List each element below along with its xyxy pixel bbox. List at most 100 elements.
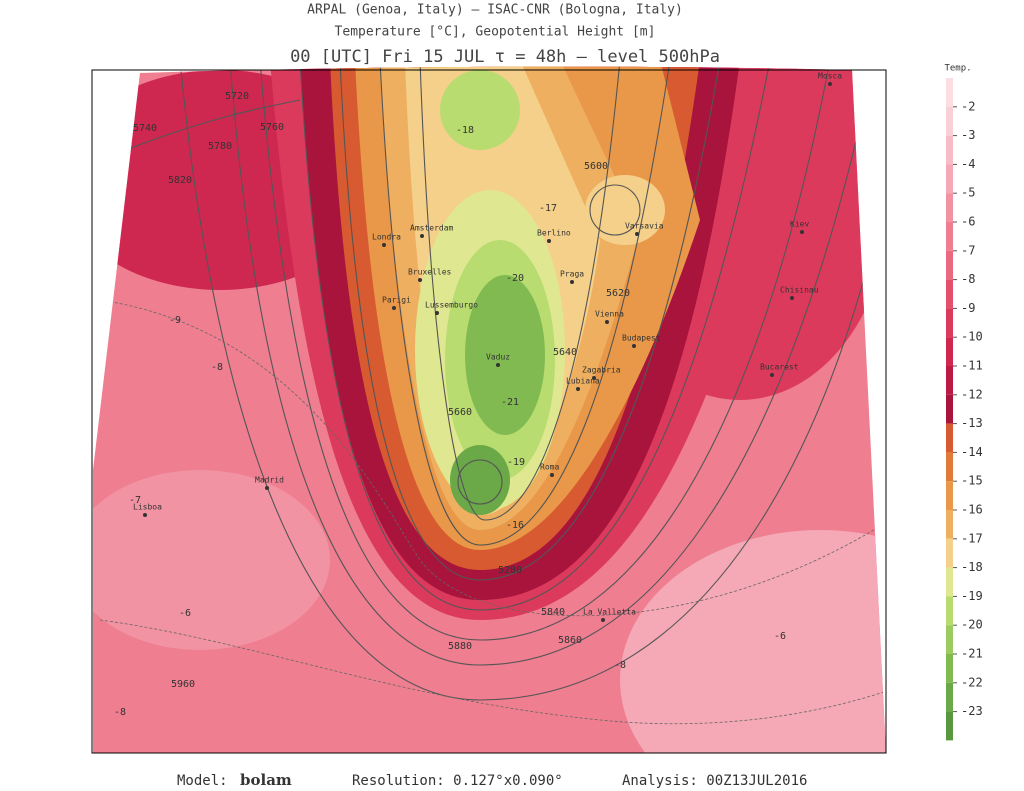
contour-label: 5840 <box>541 607 565 618</box>
legend-label: -14 <box>961 445 983 459</box>
city-label: Praga <box>560 270 584 279</box>
legend-swatch <box>946 711 953 741</box>
contour-label: 5600 <box>584 161 608 172</box>
contour-labels: 5720 5740 5760 5780 5820 5600 5620 5640 5660 5280… <box>114 91 786 718</box>
legend-label: -20 <box>961 618 983 632</box>
legend-label: -15 <box>961 474 983 488</box>
temperature-label: -20 <box>506 273 524 284</box>
city-dot <box>800 230 804 234</box>
legend-swatch <box>946 423 953 453</box>
legend-label: -21 <box>961 647 983 661</box>
legend-swatch <box>946 682 953 712</box>
city-dot <box>418 278 422 282</box>
legend-label: -18 <box>961 560 983 574</box>
contour-label: 5660 <box>448 407 472 418</box>
legend-label: -23 <box>961 704 983 718</box>
city-label: Varsavia <box>625 222 664 231</box>
city-dot <box>420 234 424 238</box>
contour-label: 5720 <box>225 91 249 102</box>
temperature-label: -9 <box>169 315 181 326</box>
footer-resolution: Resolution: 0.127°x0.090° <box>352 773 563 789</box>
legend-swatch <box>946 366 953 395</box>
city-label: Bucarest <box>760 363 799 372</box>
contour-label: 5740 <box>133 123 157 134</box>
contour-label: 5620 <box>606 288 630 299</box>
city-dot <box>635 232 639 236</box>
header-line2: Temperature [°C], Geopotential Height [m… <box>335 25 656 40</box>
legend-label: -17 <box>961 531 983 545</box>
footer-model: bolam <box>240 771 292 789</box>
temperature-label: -7 <box>129 495 141 506</box>
legend-swatch <box>946 135 953 165</box>
legend-swatch <box>946 625 953 654</box>
city-dot <box>770 373 774 377</box>
contour-label: 5960 <box>171 679 195 690</box>
legend-label: -11 <box>961 359 983 373</box>
city-dot <box>382 243 386 247</box>
city-labels: Madrid Lisboa Londra Parigi Bruxelles Amsterd… <box>133 72 842 622</box>
legend-swatch <box>946 481 953 510</box>
legend-swatch <box>946 337 953 366</box>
city-label: Vienna <box>595 310 624 319</box>
temperature-label: -8 <box>211 362 223 373</box>
legend-swatch <box>946 538 953 568</box>
legend-swatch <box>946 164 953 194</box>
legend-swatch <box>946 510 953 539</box>
city-label: Parigi <box>382 296 411 305</box>
city-label: Lubiana <box>566 377 600 386</box>
legend-swatch <box>946 193 953 222</box>
city-dot <box>392 306 396 310</box>
field <box>93 66 886 753</box>
legend-label: -22 <box>961 675 983 689</box>
city-dot <box>828 82 832 86</box>
city-label: Lussemburgo <box>425 301 478 310</box>
legend-label: -16 <box>961 503 983 517</box>
legend-swatch <box>946 394 953 424</box>
legend-swatch <box>946 308 953 338</box>
city-label: Bruxelles <box>408 268 452 277</box>
city-label: Mosca <box>818 72 842 81</box>
legend-label: -10 <box>961 330 983 344</box>
city-dot <box>592 376 596 380</box>
city-label: Chisinau <box>780 286 819 295</box>
temperature-label: -6 <box>179 608 191 619</box>
city-dot <box>605 320 609 324</box>
city-label: Roma <box>540 463 559 472</box>
city-dot <box>576 387 580 391</box>
legend-label: -7 <box>961 243 975 257</box>
legend: Temp. -2 -3 -4 -5 -6 -7 -8 -9 -10 -11 -12 -13 -14 -15… <box>944 64 983 741</box>
footer-analysis: Analysis: 00Z13JUL2016 <box>622 773 807 789</box>
legend-swatch <box>946 279 953 309</box>
city-label: Amsterdam <box>410 224 454 233</box>
city-dot <box>496 363 500 367</box>
legend-swatch <box>946 222 953 251</box>
city-label: Londra <box>372 233 401 242</box>
legend-swatch <box>946 567 953 597</box>
temperature-label: -8 <box>114 707 126 718</box>
contour-label: 5820 <box>168 175 192 186</box>
temperature-label: -17 <box>539 203 557 214</box>
city-dot <box>601 618 605 622</box>
header-line1: ARPAL (Genoa, Italy) — ISAC-CNR (Bologna… <box>307 3 683 18</box>
city-label: Madrid <box>255 476 284 485</box>
legend-label: -19 <box>961 589 983 603</box>
temperature-label: -8 <box>614 660 626 671</box>
legend-label: -6 <box>961 215 975 229</box>
legend-title: Temp. <box>944 64 971 74</box>
map-frame <box>91 69 887 754</box>
contour-label: 5280 <box>498 565 522 576</box>
contour-label: 5780 <box>208 141 232 152</box>
legend-swatch <box>946 250 953 280</box>
legend-label: -2 <box>961 99 975 113</box>
city-dot <box>632 344 636 348</box>
legend-swatch <box>946 78 953 107</box>
city-dot <box>550 473 554 477</box>
temperature-label: -21 <box>501 397 519 408</box>
legend-label: -8 <box>961 272 975 286</box>
legend-label: -13 <box>961 416 983 430</box>
legend-swatch <box>946 654 953 683</box>
city-dot <box>570 280 574 284</box>
legend-swatch <box>946 106 953 136</box>
city-label: La Valletta <box>583 608 636 617</box>
